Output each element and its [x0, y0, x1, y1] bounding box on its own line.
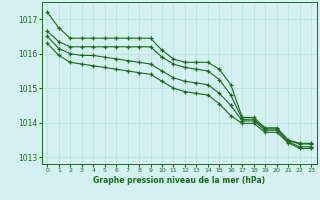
X-axis label: Graphe pression niveau de la mer (hPa): Graphe pression niveau de la mer (hPa): [93, 176, 265, 185]
